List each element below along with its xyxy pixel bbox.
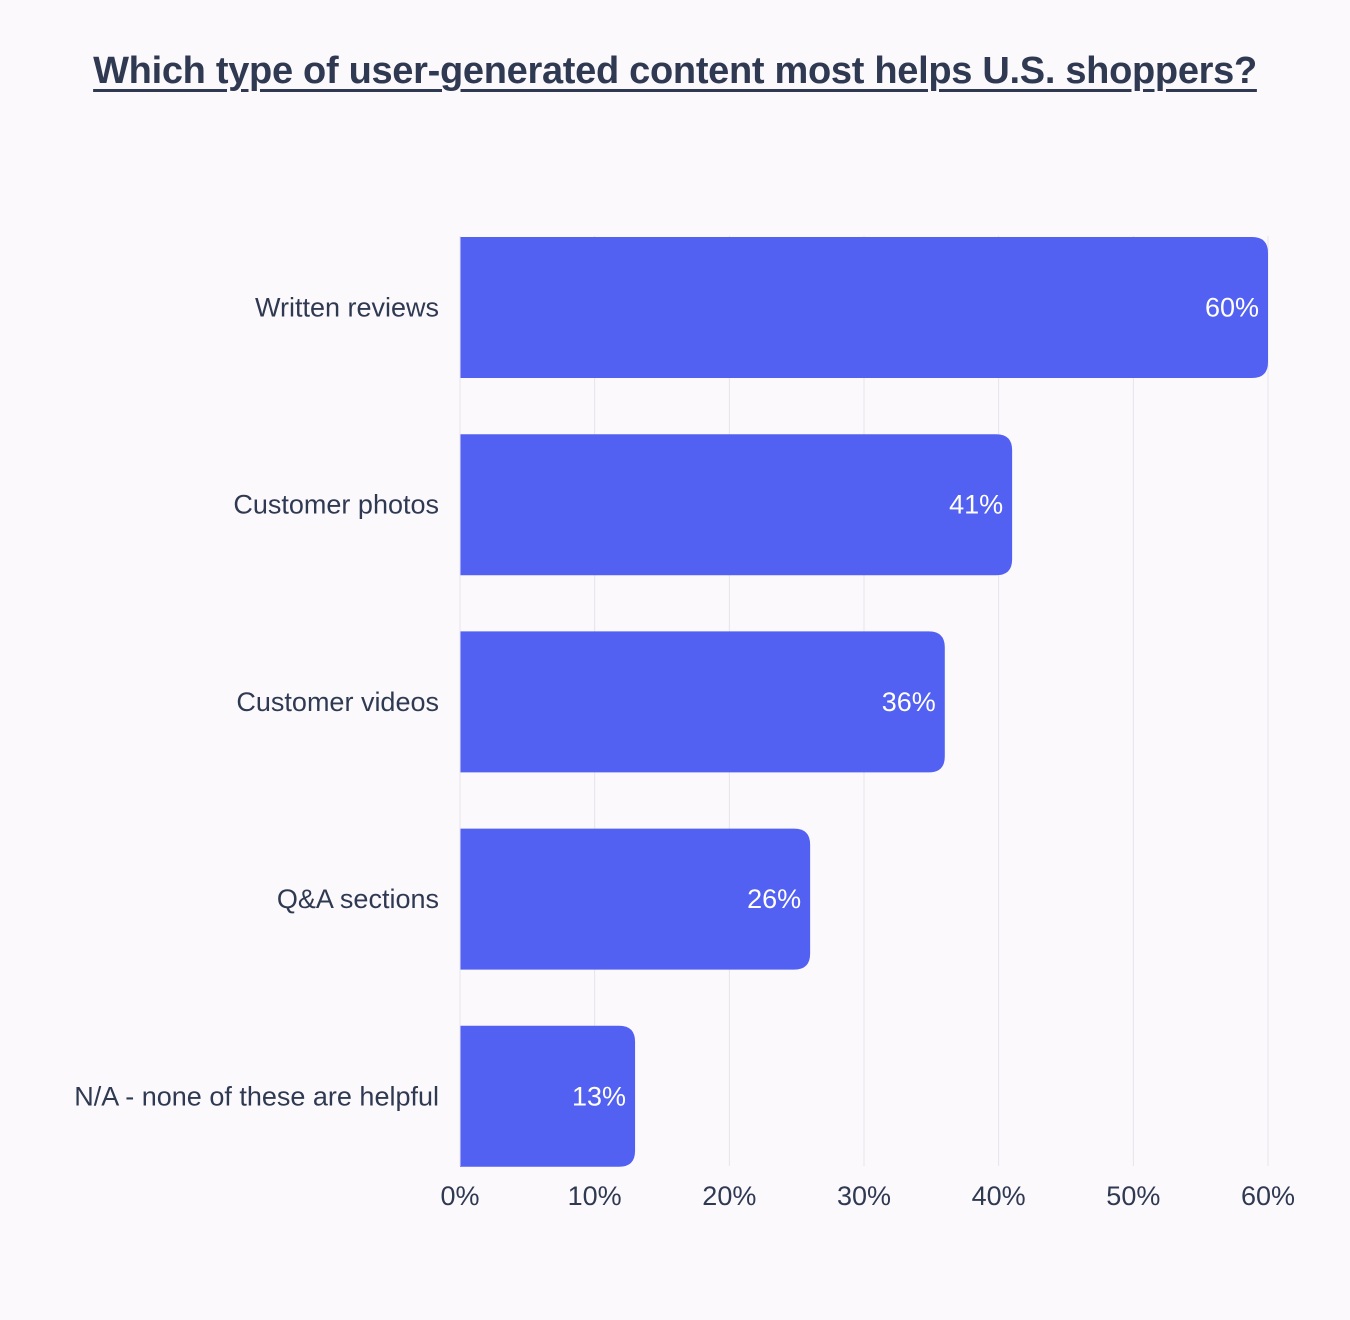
category-label-2: Customer videos <box>236 687 439 717</box>
x-tick-label-3: 30% <box>837 1181 891 1211</box>
category-label-3: Q&A sections <box>277 884 439 914</box>
x-tick-label-2: 20% <box>702 1181 756 1211</box>
x-axis-ticks: 0% 10% 20% 30% 40% 50% 60% <box>440 1181 1295 1211</box>
value-label-3: 26% <box>747 884 801 914</box>
x-tick-label-1: 10% <box>568 1181 622 1211</box>
x-tick-label-4: 40% <box>972 1181 1026 1211</box>
bar-4 <box>460 1025 636 1167</box>
value-labels: 60% 41% 36% 26% 13% <box>572 293 1259 1112</box>
value-label-2: 36% <box>882 687 936 717</box>
category-label-4: N/A - none of these are helpful <box>74 1081 439 1111</box>
category-label-1: Customer photos <box>233 490 439 520</box>
bar-0 <box>460 237 1268 378</box>
value-label-4: 13% <box>572 1081 626 1111</box>
value-label-0: 60% <box>1205 293 1259 323</box>
value-label-1: 41% <box>949 490 1003 520</box>
bars <box>460 237 1268 1167</box>
x-tick-label-0: 0% <box>440 1181 479 1211</box>
bar-2 <box>460 631 945 773</box>
x-tick-label-5: 50% <box>1106 1181 1160 1211</box>
chart-title: Which type of user-generated content mos… <box>93 50 1257 92</box>
bar-3 <box>460 828 811 970</box>
x-tick-label-6: 60% <box>1241 1181 1295 1211</box>
category-label-0: Written reviews <box>255 293 439 323</box>
category-labels: Written reviews Customer photos Customer v… <box>74 293 439 1112</box>
bar-1 <box>460 434 1013 576</box>
